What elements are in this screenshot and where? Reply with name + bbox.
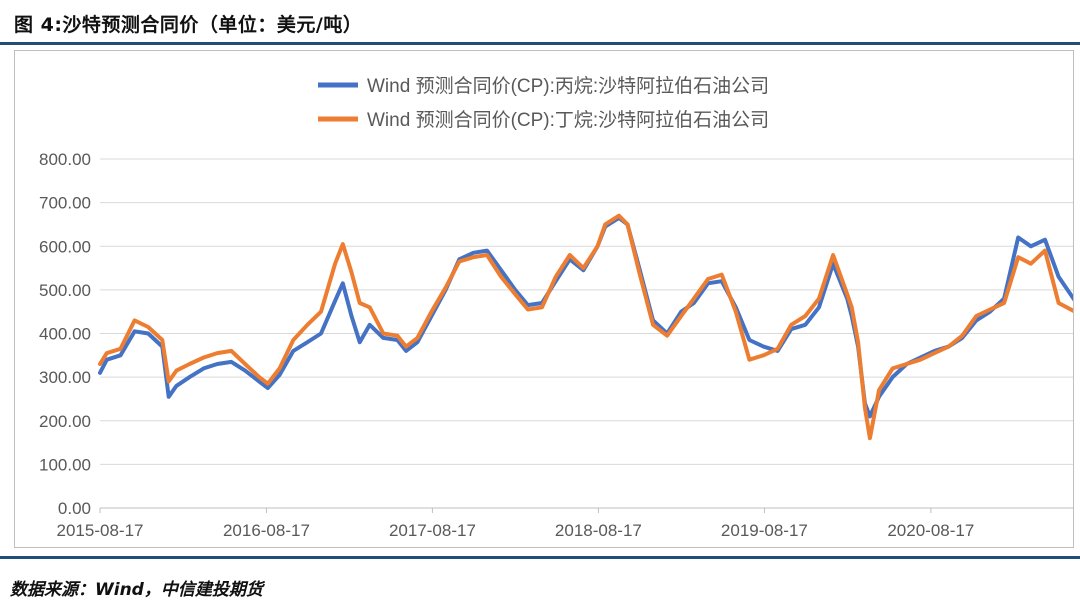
- x-axis: 2015-08-17 2016-08-17 2017-08-17 2018-08-17…: [57, 507, 1075, 540]
- x-tick-label: 2020-08-17: [887, 521, 974, 540]
- y-axis: 800.00 700.00 600.00 500.00 400.00 300.00 200.…: [39, 150, 91, 518]
- legend: Wind 预测合同价(CP):丙烷:沙特阿拉伯石油公司 Wind 预测合同价(CP…: [318, 75, 769, 131]
- y-tick-label: 500.00: [39, 281, 91, 300]
- legend-label-propane: Wind 预测合同价(CP):丙烷:沙特阿拉伯石油公司: [367, 75, 769, 97]
- y-tick-label: 100.00: [39, 455, 91, 474]
- gridlines: [100, 158, 1075, 509]
- chart-panel: Wind 预测合同价(CP):丙烷:沙特阿拉伯石油公司 Wind 预测合同价(CP…: [14, 50, 1077, 548]
- series-line-propane: [98, 215, 1077, 419]
- y-tick-label: 0.00: [58, 499, 91, 518]
- y-tick-label: 300.00: [39, 368, 91, 387]
- y-tick-label: 400.00: [39, 325, 91, 344]
- source-note: 数据来源：Wind，中信建投期货: [10, 580, 263, 600]
- x-tick-label: 2019-08-17: [721, 521, 808, 540]
- x-tick-label: 2015-08-17: [57, 521, 144, 540]
- x-tick-label: 2017-08-17: [389, 521, 476, 540]
- figure-title: 图 4:沙特预测合同价（单位：美元/吨）: [14, 14, 363, 36]
- bottom-divider: [0, 556, 1080, 559]
- y-tick-label: 700.00: [39, 194, 91, 213]
- y-tick-label: 800.00: [39, 150, 91, 169]
- y-tick-label: 200.00: [39, 412, 91, 431]
- line-chart: Wind 预测合同价(CP):丙烷:沙特阿拉伯石油公司 Wind 预测合同价(CP…: [39, 75, 1077, 540]
- legend-label-butane: Wind 预测合同价(CP):丁烷:沙特阿拉伯石油公司: [367, 109, 769, 131]
- series-lines: [98, 213, 1077, 441]
- x-tick-label: 2016-08-17: [223, 521, 310, 540]
- x-tick-label: 2018-08-17: [555, 521, 642, 540]
- series-line-butane: [98, 213, 1077, 441]
- y-tick-label: 600.00: [39, 237, 91, 256]
- top-divider: [0, 42, 1080, 45]
